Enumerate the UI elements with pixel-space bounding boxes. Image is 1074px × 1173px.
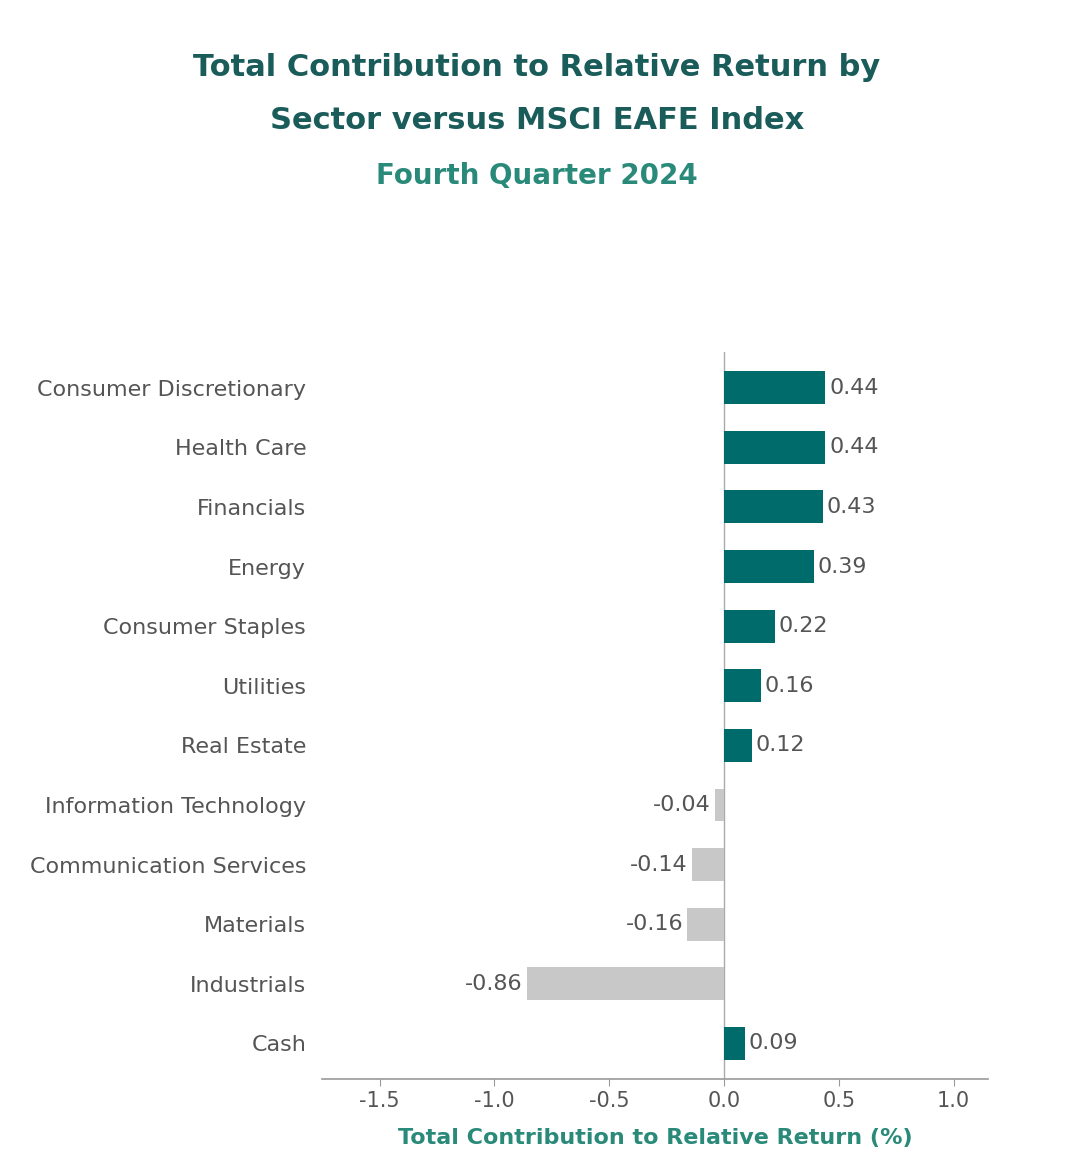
Text: 0.44: 0.44 [829, 438, 879, 457]
Bar [724, 610, 774, 643]
Bar [692, 848, 724, 881]
Text: 0.12: 0.12 [756, 735, 806, 755]
Bar [724, 490, 823, 523]
Text: 0.22: 0.22 [779, 616, 828, 636]
Bar [724, 372, 825, 404]
Text: 0.16: 0.16 [765, 676, 814, 696]
Text: 0.09: 0.09 [749, 1033, 798, 1053]
Bar [724, 670, 760, 703]
Bar [724, 1028, 744, 1059]
Text: 0.44: 0.44 [829, 378, 879, 398]
Text: Fourth Quarter 2024: Fourth Quarter 2024 [376, 162, 698, 190]
Text: -0.16: -0.16 [625, 914, 683, 934]
Text: Total Contribution to Relative Return by: Total Contribution to Relative Return by [193, 53, 881, 82]
Bar [724, 430, 825, 463]
X-axis label: Total Contribution to Relative Return (%): Total Contribution to Relative Return (%… [397, 1127, 913, 1147]
Bar [687, 908, 724, 941]
Bar [526, 968, 724, 1001]
Bar [715, 788, 724, 821]
Text: -0.86: -0.86 [465, 974, 522, 994]
Text: 0.43: 0.43 [827, 497, 876, 517]
Text: -0.04: -0.04 [653, 795, 711, 815]
Text: 0.39: 0.39 [817, 556, 867, 576]
Text: Sector versus MSCI EAFE Index: Sector versus MSCI EAFE Index [270, 106, 804, 135]
Bar [724, 728, 752, 761]
Bar [724, 550, 814, 583]
Text: -0.14: -0.14 [630, 855, 687, 875]
